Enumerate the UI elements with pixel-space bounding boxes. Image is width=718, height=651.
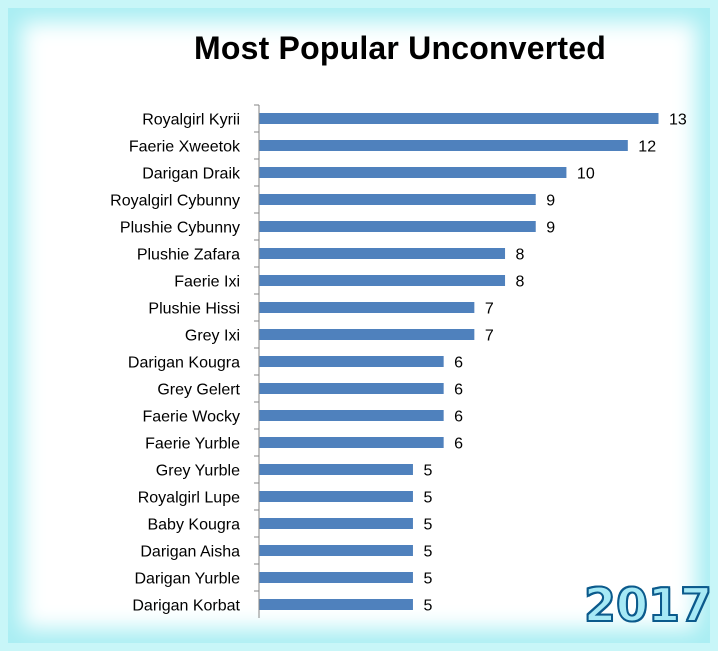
category-label: Grey Ixi — [185, 328, 240, 345]
bar — [259, 437, 444, 448]
data-label: 5 — [423, 571, 432, 588]
chart-title: Most Popular Unconverted — [194, 30, 606, 66]
data-label: 5 — [423, 544, 432, 561]
category-label: Royalgirl Kyrii — [142, 112, 240, 129]
bar — [259, 383, 444, 394]
bar — [259, 464, 413, 475]
category-label: Darigan Korbat — [132, 598, 240, 615]
bar — [259, 302, 475, 313]
data-label: 13 — [669, 112, 687, 129]
category-label: Darigan Aisha — [140, 544, 240, 561]
data-label: 6 — [454, 382, 463, 399]
bar — [259, 167, 567, 178]
category-label: Baby Kougra — [147, 517, 240, 534]
data-label: 5 — [423, 598, 432, 615]
data-label: 7 — [485, 328, 494, 345]
data-label: 6 — [454, 436, 463, 453]
bar — [259, 356, 444, 367]
category-label: Plushie Cybunny — [120, 220, 240, 237]
category-label: Faerie Wocky — [142, 409, 240, 426]
bar — [259, 221, 536, 232]
data-label: 9 — [546, 220, 555, 237]
year-badge: 2017 — [583, 577, 713, 633]
bar — [259, 599, 413, 610]
data-label: 5 — [423, 490, 432, 507]
category-label: Darigan Yurble — [134, 571, 240, 588]
bar — [259, 572, 413, 583]
category-label: Faerie Xweetok — [129, 139, 241, 156]
category-label: Royalgirl Cybunny — [110, 193, 240, 210]
category-label: Grey Yurble — [156, 463, 240, 480]
category-label: Darigan Draik — [142, 166, 241, 183]
data-label: 5 — [423, 463, 432, 480]
data-label: 6 — [454, 409, 463, 426]
category-label: Plushie Hissi — [148, 301, 240, 318]
bar — [259, 275, 506, 286]
category-label: Grey Gelert — [157, 382, 240, 399]
data-label: 9 — [546, 193, 555, 210]
data-label: 6 — [454, 355, 463, 372]
bar — [259, 194, 536, 205]
category-label: Royalgirl Lupe — [138, 490, 240, 507]
bar — [259, 518, 413, 529]
category-label: Faerie Ixi — [174, 274, 240, 291]
data-label: 8 — [516, 274, 525, 291]
category-label: Faerie Yurble — [145, 436, 240, 453]
bar — [259, 248, 506, 259]
bar — [259, 545, 413, 556]
data-label: 8 — [516, 247, 525, 264]
bar — [259, 491, 413, 502]
data-label: 5 — [423, 517, 432, 534]
data-label: 12 — [638, 139, 656, 156]
data-label: 7 — [485, 301, 494, 318]
bar — [259, 113, 659, 124]
bar — [259, 410, 444, 421]
data-label: 10 — [577, 166, 595, 183]
bar — [259, 329, 475, 340]
category-label: Plushie Zafara — [137, 247, 240, 264]
category-label: Darigan Kougra — [128, 355, 240, 372]
bar — [259, 140, 628, 151]
